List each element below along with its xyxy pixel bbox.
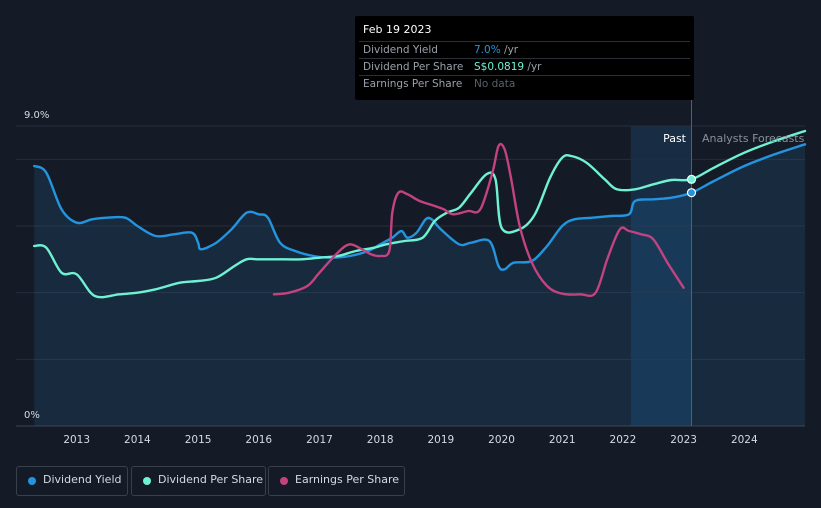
x-tick-label: 2019 [427,434,454,446]
legend-label: Dividend Yield [43,473,122,486]
tooltip-row-earnings-per-share: Earnings Per Share No data [359,75,690,93]
legend-label: Earnings Per Share [295,473,400,486]
x-tick-label: 2021 [549,434,576,446]
x-tick-label: 2024 [731,434,758,446]
legend-label: Dividend Per Share [158,473,264,486]
dividend-yield-area [34,144,805,427]
legend-dividend-per-share[interactable]: Dividend Per Share [131,466,266,496]
tooltip-value: 7.0% /yr [474,44,519,56]
dividend-per-share-marker [686,174,697,184]
legend-earnings-per-share[interactable]: Earnings Per Share [268,466,405,496]
past-region-shade [630,126,692,426]
x-tick-label: 2018 [367,434,394,446]
x-tick-label: 2013 [63,434,90,446]
tooltip-row-dividend-yield: Dividend Yield 7.0% /yr [359,41,690,59]
earnings-per-share-line [272,142,685,298]
y-tick-label-top: 9.0% [24,110,49,121]
legend-dot-icon [280,477,288,485]
legend-dot-icon [28,477,36,485]
tooltip-date: Feb 19 2023 [363,23,432,36]
dividend-yield-line [33,143,807,271]
x-tick-label: 2016 [245,434,272,446]
x-tick-label: 2023 [670,434,697,446]
dividend-per-share-line [33,129,807,299]
tooltip-value: S$0.0819 /yr [474,61,542,73]
past-label: Past [663,132,687,145]
legend-dividend-yield[interactable]: Dividend Yield [16,466,128,496]
x-tick-label: 2014 [124,434,151,446]
dividend-yield-marker [686,188,697,198]
hover-tooltip: Feb 19 2023 Dividend Yield 7.0% /yr Divi… [355,16,694,100]
legend-dot-icon [143,477,151,485]
analysts-forecasts-label: Analysts Forecasts [702,132,805,145]
tooltip-label: Dividend Per Share [363,61,464,73]
tooltip-label: Dividend Yield [363,44,438,56]
tooltip-value: No data [474,78,516,90]
y-tick-label-bottom: 0% [24,410,40,421]
tooltip-row-dividend-per-share: Dividend Per Share S$0.0819 /yr [359,58,690,76]
x-tick-label: 2015 [185,434,212,446]
x-tick-label: 2022 [610,434,637,446]
x-tick-label: 2017 [306,434,333,446]
tooltip-label: Earnings Per Share [363,78,463,90]
x-tick-label: 2020 [488,434,515,446]
